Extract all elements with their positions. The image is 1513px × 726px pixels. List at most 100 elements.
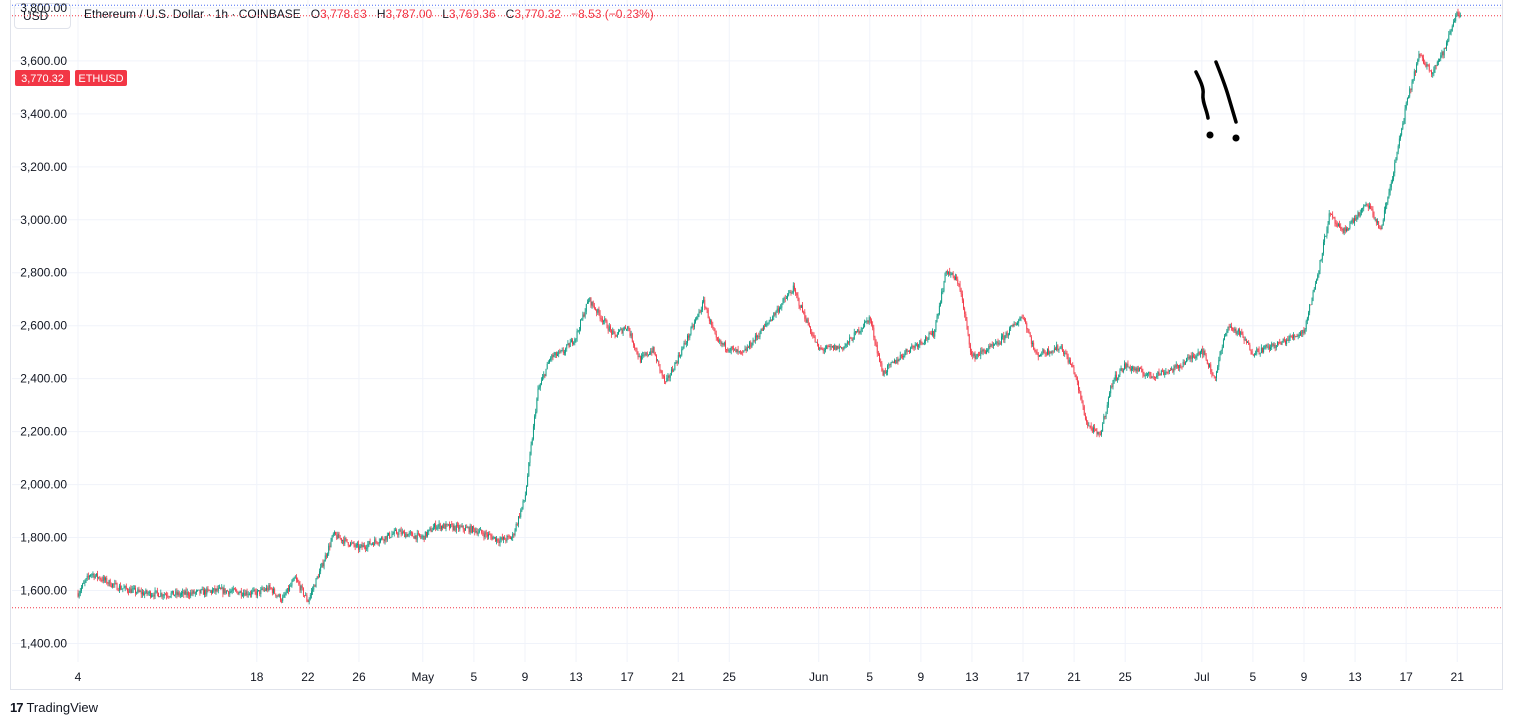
candle-body	[894, 359, 895, 363]
candle-body	[1442, 51, 1444, 56]
candle-body	[838, 346, 840, 349]
candle-body	[818, 343, 820, 350]
candle-body	[1377, 221, 1378, 223]
candle-body	[1256, 348, 1258, 354]
candle-body	[1398, 138, 1400, 146]
candle-body	[77, 593, 79, 597]
candle-body	[1183, 361, 1185, 365]
candle-body	[925, 337, 926, 342]
candle-body	[106, 577, 108, 584]
candle-body	[574, 339, 576, 343]
candle-body	[1429, 70, 1431, 72]
candle-body	[932, 330, 933, 335]
candle-body	[337, 533, 339, 539]
y-tick-label: 3,800.00	[20, 1, 67, 15]
candle-body	[271, 588, 273, 594]
candle-body	[1036, 352, 1038, 354]
candle-body	[438, 523, 440, 526]
candle-body	[1194, 356, 1196, 359]
candle-body	[294, 577, 296, 579]
candle-body	[544, 374, 546, 376]
candle-body	[252, 590, 254, 592]
candle-body	[1320, 259, 1322, 261]
candle-body	[1305, 321, 1307, 330]
candle-body	[513, 533, 515, 535]
candle-body	[390, 536, 392, 538]
candle-body	[767, 322, 769, 324]
candle-body	[1195, 356, 1197, 359]
candle-body	[783, 298, 785, 300]
candle-body	[849, 337, 851, 343]
symbol-description[interactable]: Ethereum / U.S. Dollar · 1h · COINBASE	[84, 7, 301, 21]
candle-body	[1171, 368, 1173, 371]
candle-body	[388, 532, 389, 536]
candle-body	[1401, 128, 1403, 136]
candle-body	[952, 273, 954, 277]
candle-body	[232, 588, 234, 591]
candle-body	[953, 276, 955, 280]
candle-body	[168, 596, 170, 598]
candle-body	[1427, 64, 1429, 66]
candle-body	[281, 600, 282, 602]
candle-body	[1436, 61, 1438, 66]
candle-body	[526, 485, 527, 496]
candle-body	[905, 348, 907, 353]
candle-body	[1317, 274, 1319, 280]
candle-body	[461, 525, 463, 527]
candle-body	[104, 577, 105, 581]
candle-body	[1132, 367, 1133, 369]
candle-body	[324, 555, 326, 562]
candle-body	[1336, 223, 1338, 227]
candle-body	[1042, 349, 1044, 355]
candle-body	[1125, 363, 1127, 368]
candle-body	[127, 588, 128, 592]
candle-body	[389, 532, 391, 538]
candle-body	[1164, 372, 1166, 375]
chart-frame	[10, 0, 1503, 690]
candle-body	[1084, 415, 1086, 420]
candle-body	[1419, 54, 1421, 56]
candle-body	[657, 360, 659, 362]
price-chart[interactable]: 1,400.00 1,600.00 1,800.00 2,000.00 2,200.00…	[0, 0, 1513, 690]
candle-body	[152, 595, 154, 597]
candle-body	[1335, 223, 1337, 225]
candle-body	[426, 531, 427, 537]
candle-body	[614, 332, 616, 335]
candle-body	[1202, 348, 1204, 355]
candle-body	[1047, 348, 1048, 355]
candle-body	[428, 529, 430, 532]
candle-body	[376, 541, 378, 544]
candle-body	[1270, 347, 1271, 350]
candle-body	[469, 525, 471, 533]
candle-body	[1412, 79, 1414, 83]
candle-body	[695, 319, 696, 323]
candle-body	[1441, 51, 1443, 56]
tradingview-logo[interactable]: 17 TradingView	[10, 700, 98, 715]
candle-body	[115, 583, 117, 584]
candle-body	[943, 282, 945, 292]
candle-body	[162, 595, 164, 597]
candle-body	[650, 351, 652, 355]
candle-body	[986, 350, 987, 354]
candle-body	[649, 354, 650, 356]
candle-body	[313, 585, 315, 590]
candle-body	[1189, 355, 1191, 359]
candle-body	[843, 347, 845, 350]
x-tick-label: 5	[1250, 670, 1257, 684]
candle-body	[742, 351, 744, 353]
candle-body	[871, 320, 872, 325]
candle-body	[531, 439, 533, 445]
candle-body	[357, 544, 358, 545]
candle-body	[1027, 329, 1029, 331]
candle-body	[1283, 338, 1285, 341]
candle-body	[757, 336, 759, 338]
candle-body	[561, 350, 563, 351]
candle-body	[1339, 224, 1340, 227]
candle-body	[872, 324, 874, 328]
candle-body	[597, 308, 599, 313]
candle-body	[153, 595, 155, 597]
candle-body	[641, 356, 642, 363]
candle-body	[831, 346, 833, 348]
candle-body	[254, 589, 256, 592]
candle-body	[674, 362, 676, 371]
